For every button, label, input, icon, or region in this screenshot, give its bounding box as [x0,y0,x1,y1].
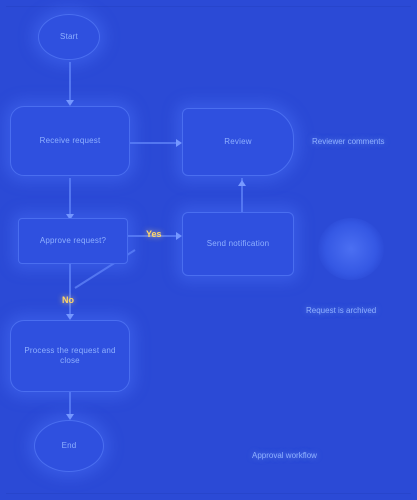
legend-caption: Approval workflow [252,451,317,460]
note-right1-label: Reviewer comments [312,137,385,146]
note-reviewer-comments: Reviewer comments [312,137,384,146]
gate-no-label: No [62,295,74,305]
gate-yes-label: Yes [146,229,162,239]
step2-label: Review [224,137,252,146]
note-right2-label: Request is archived [306,306,377,315]
start-node: Start [38,14,100,60]
step4-label: Process the request and close [24,346,116,365]
step3-label: Send notification [206,239,270,248]
step1-label: Receive request [39,136,101,145]
frame-bottom [6,493,411,494]
gate-yes: Yes [146,229,162,239]
frame-top [6,6,411,7]
gate-no: No [62,295,74,305]
decision-node: Approve request? [18,218,128,264]
decision-label: Approve request? [39,236,107,245]
step3-node: Send notification [182,212,294,276]
end-label: End [61,441,77,450]
step1-node: Receive request [10,106,130,176]
step4-node: Process the request and close [10,320,130,392]
start-label: Start [60,32,78,41]
end-node: End [34,420,104,472]
legend-label: Approval workflow [252,451,317,460]
scribble-icon [318,218,384,280]
step2-node: Review [182,108,294,176]
note-request-archived: Request is archived [306,306,376,315]
arrow-step3-up [238,180,246,186]
